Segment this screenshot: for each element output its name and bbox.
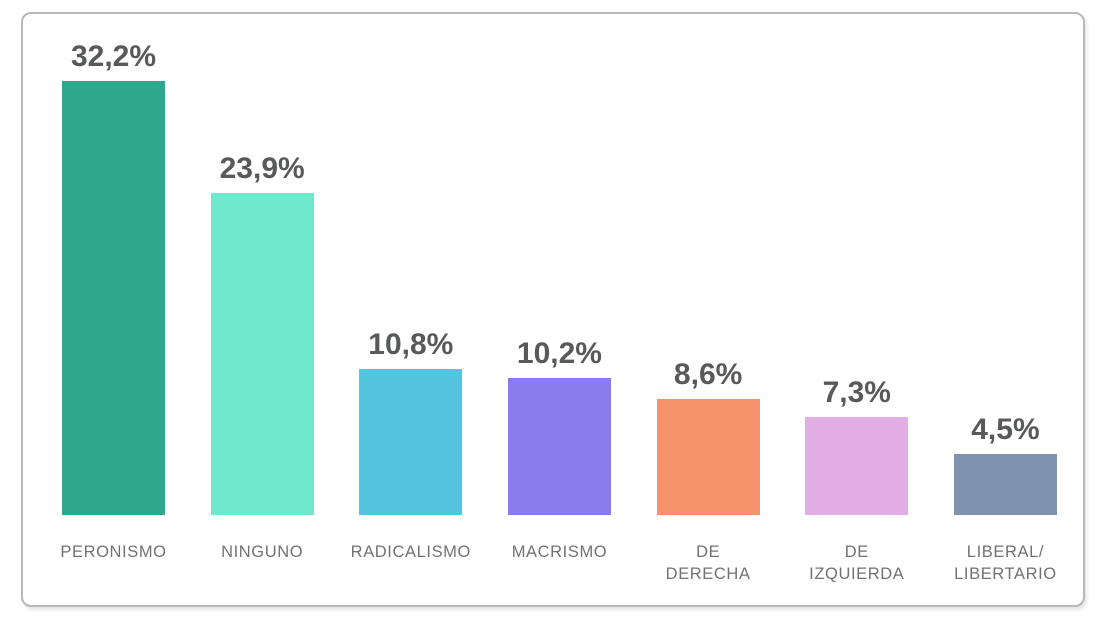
bar-value-label: 7,3% xyxy=(822,376,891,409)
bar-label-zone: DE DERECHA xyxy=(657,515,760,605)
bar-value-label: 23,9% xyxy=(219,152,305,185)
bar-column: 23,9% NINGUNO xyxy=(210,14,314,605)
bar-category-label: PERONISMO xyxy=(60,543,167,561)
bar-label-zone: DE IZQUIERDA xyxy=(805,515,908,605)
bar-label-zone: MACRISMO xyxy=(512,515,608,605)
bar xyxy=(359,369,463,515)
bar xyxy=(62,81,165,515)
bar xyxy=(953,454,1057,515)
bar-label-zone: RADICALISMO xyxy=(351,515,471,605)
bar-column: 32,2% PERONISMO xyxy=(60,14,166,605)
bar-value-label: 32,2% xyxy=(70,40,157,73)
bar-label-zone: LIBERAL/ LIBERTARIO xyxy=(954,515,1057,605)
bar-category-label: RADICALISMO xyxy=(350,543,471,561)
bar-column: 8,6% DE DERECHA xyxy=(656,14,760,605)
chart-frame: 32,2% PERONISMO 23,9% NINGUNO 10,8% RADI… xyxy=(21,12,1085,607)
bar-column: 7,3% DE IZQUIERDA xyxy=(805,14,909,605)
bar-category-label: DE IZQUIERDA xyxy=(809,543,905,583)
bar xyxy=(507,378,611,515)
bar-label-zone: NINGUNO xyxy=(221,515,303,605)
bar-value-label: 10,2% xyxy=(516,337,602,370)
bar-category-label: DE DERECHA xyxy=(665,543,751,583)
bar-value-label: 4,5% xyxy=(971,413,1040,446)
bar xyxy=(210,193,314,515)
bar-column: 10,2% MACRISMO xyxy=(507,14,611,605)
bar xyxy=(656,399,760,515)
bar-label-zone: PERONISMO xyxy=(60,515,166,605)
bar-value-label: 8,6% xyxy=(673,358,743,391)
bar-category-label: MACRISMO xyxy=(511,543,608,561)
bar-chart: 32,2% PERONISMO 23,9% NINGUNO 10,8% RADI… xyxy=(60,14,1057,605)
bar-category-label: NINGUNO xyxy=(221,543,304,561)
bar-category-label: LIBERAL/ LIBERTARIO xyxy=(954,543,1057,583)
bar-value-label: 10,8% xyxy=(368,328,454,361)
bar xyxy=(805,417,909,515)
bar-column: 10,8% RADICALISMO xyxy=(351,14,471,605)
bar-column: 4,5% LIBERAL/ LIBERTARIO xyxy=(953,14,1057,605)
